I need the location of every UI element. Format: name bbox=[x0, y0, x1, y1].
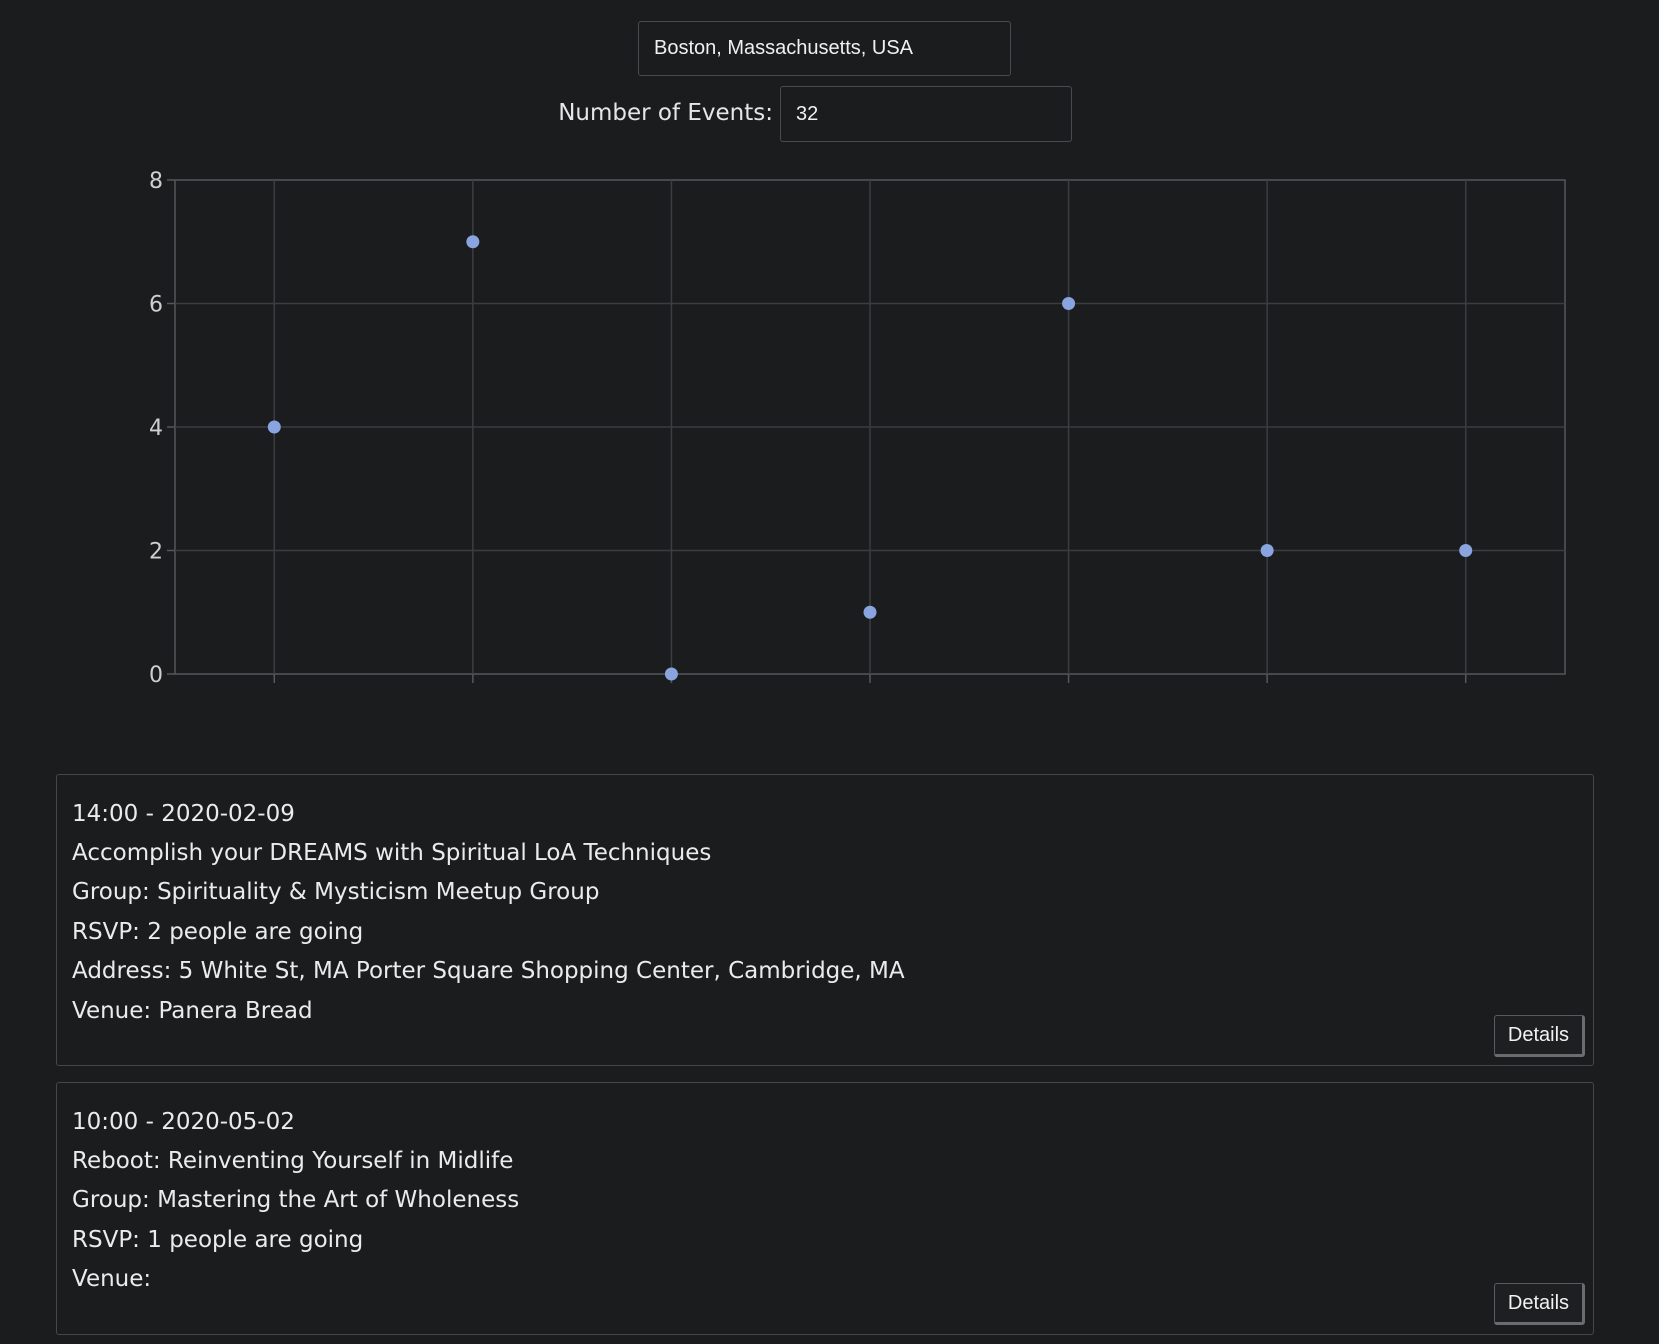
events-scatter-chart: 0 2 4 6 8 bbox=[149, 169, 1566, 688]
data-point bbox=[466, 235, 480, 249]
event-time: 14:00 - 2020-02-09 bbox=[72, 801, 295, 827]
y-tick-label: 8 bbox=[149, 169, 163, 194]
data-point bbox=[664, 667, 678, 681]
event-title: Accomplish your DREAMS with Spiritual Lo… bbox=[72, 840, 712, 866]
data-point bbox=[1260, 544, 1274, 557]
event-rsvp: RSVP: 1 people are going bbox=[72, 1227, 364, 1253]
events-count-input[interactable] bbox=[780, 86, 1072, 142]
event-card: 10:00 - 2020-05-02 Reboot: Reinventing Y… bbox=[56, 1082, 1594, 1335]
event-group: Group: Spirituality & Mysticism Meetup G… bbox=[72, 879, 600, 905]
details-button[interactable]: Details bbox=[1494, 1015, 1585, 1057]
event-title: Reboot: Reinventing Yourself in Midlife bbox=[72, 1148, 514, 1174]
y-tick-label: 4 bbox=[149, 416, 163, 441]
events-count-row: Number of Events: bbox=[0, 86, 1659, 143]
event-address: Address: 5 White St, MA Porter Square Sh… bbox=[72, 958, 905, 984]
y-tick-label: 0 bbox=[149, 663, 163, 688]
details-button[interactable]: Details bbox=[1494, 1283, 1585, 1325]
event-time: 10:00 - 2020-05-02 bbox=[72, 1109, 295, 1135]
event-rsvp: RSVP: 2 people are going bbox=[72, 919, 364, 945]
events-count-label: Number of Events: bbox=[558, 100, 773, 126]
event-venue: Venue: bbox=[72, 1266, 152, 1292]
location-input[interactable] bbox=[638, 21, 1011, 76]
data-point bbox=[1062, 297, 1076, 310]
y-tick-label: 6 bbox=[149, 293, 163, 318]
event-venue: Venue: Panera Bread bbox=[72, 998, 313, 1024]
event-card: 14:00 - 2020-02-09 Accomplish your DREAM… bbox=[56, 774, 1594, 1066]
y-tick-label: 2 bbox=[149, 540, 163, 565]
data-point bbox=[267, 420, 281, 434]
event-group: Group: Mastering the Art of Wholeness bbox=[72, 1187, 520, 1213]
data-point bbox=[863, 605, 877, 619]
data-point bbox=[1459, 544, 1473, 557]
